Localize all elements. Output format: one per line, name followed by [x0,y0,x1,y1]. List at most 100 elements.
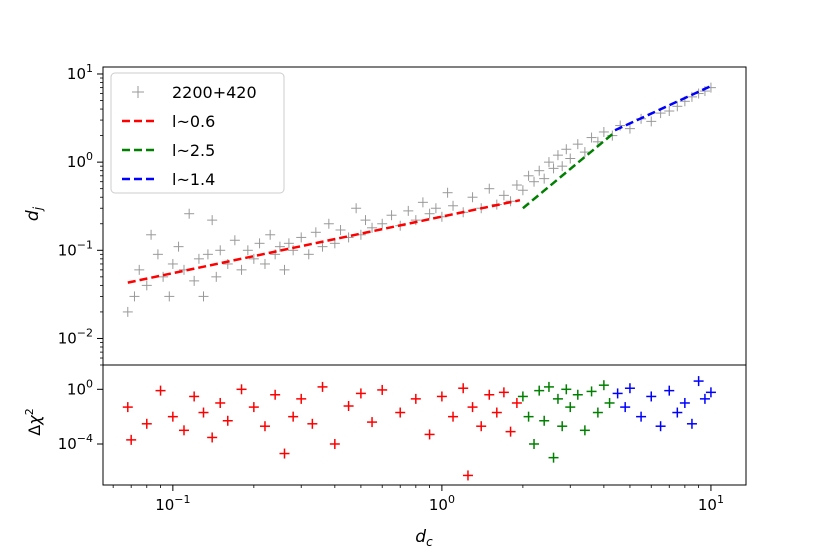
legend-label: 2200+420 [172,83,257,102]
data-point [279,264,290,275]
x-tick-label: 10−1 [155,493,190,514]
residual-point [270,389,281,400]
x-tick-label: 100 [429,493,455,514]
residual-point [436,391,447,402]
bottom-axes-frame [102,364,747,486]
data-point [424,208,435,219]
legend-label: l~0.6 [172,112,215,131]
bottom-scatter-points [122,376,716,481]
residual-point [539,415,550,426]
residual-point [377,384,388,395]
data-point [467,192,478,203]
data-point [543,157,554,168]
data-point [351,203,362,214]
residual-point [505,426,516,437]
y-tick-label: 100 [67,377,93,398]
residual-point [307,418,318,429]
residual-point [207,432,218,443]
top-minor-ticks [100,77,103,366]
residual-point [548,452,559,463]
residual-point [620,402,631,413]
residual-point [279,448,290,459]
residual-point [534,385,545,396]
residual-point [592,407,603,418]
residual-point [367,417,378,428]
y-tick-label: 10−2 [58,326,93,347]
data-point [164,291,175,302]
data-point [557,161,568,172]
residual-point [395,407,406,418]
data-point [335,224,346,235]
data-point [534,165,545,176]
data-point [248,253,259,264]
data-point [189,275,200,286]
residual-point [448,411,459,422]
bottom-x-ticks: 10−1 100 101 [112,485,724,514]
data-point [274,241,285,252]
residual-point [126,434,137,445]
data-point [317,241,328,252]
data-point [259,258,270,269]
residual-point [458,383,469,394]
data-point [229,235,240,246]
residual-point [178,425,189,436]
residual-point [198,407,209,418]
legend-label: l~1.4 [172,170,215,189]
residual-point [686,418,697,429]
residual-point [317,381,328,392]
residual-point [557,421,568,432]
data-point [122,306,133,317]
data-point [517,185,528,196]
fit-line [127,198,521,284]
legend-marker [132,86,144,98]
residual-point [491,407,502,418]
residual-point [679,397,690,408]
residual-point [705,387,716,398]
data-point [430,203,441,214]
residual-point [462,470,473,481]
data-point [193,253,204,264]
data-point [672,101,683,112]
data-point [211,271,222,282]
data-point [134,264,145,275]
data-point [565,153,576,164]
top-y-ticks: 10−2 10−1 100 101 [58,62,103,347]
data-point [386,210,397,221]
residual-point [517,391,528,402]
residual-point [561,384,572,395]
residual-point [215,397,226,408]
data-point [158,271,169,282]
residual-point [288,411,299,422]
data-point [198,291,209,302]
bottom-y-ticks: 10−4 100 [58,377,103,453]
residual-point [664,385,675,396]
data-point [146,229,157,240]
residual-point [498,387,509,398]
residual-point [511,397,522,408]
data-point [184,208,195,219]
data-point [572,139,583,150]
data-point [624,123,635,134]
data-point [129,291,140,302]
residual-point [189,391,200,402]
x-tick-label: 101 [698,493,724,514]
residual-point [604,397,615,408]
residual-point [586,386,597,397]
data-point [377,218,388,229]
data-point [173,241,184,252]
y-tick-label: 10−4 [58,432,93,453]
residual-point [236,384,247,395]
data-point [242,245,253,256]
data-point [523,170,534,181]
data-point [410,215,421,226]
residual-point [467,402,478,413]
data-point [215,245,226,256]
residual-point [612,388,623,399]
residual-point [624,383,635,394]
residual-point [655,421,666,432]
data-point [254,238,265,249]
residual-point [424,429,435,440]
residual-point [529,438,540,449]
